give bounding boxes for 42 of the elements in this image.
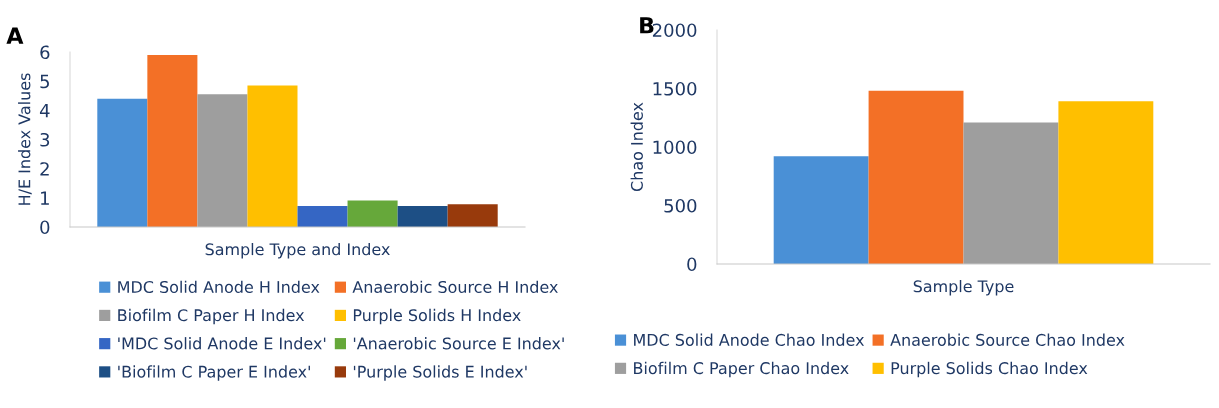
- bar: [197, 94, 248, 227]
- y-tick-label: 0: [40, 220, 50, 235]
- legend-label: Anaerobic Source Chao Index: [890, 333, 1125, 346]
- chart-title: A: [6, 27, 24, 44]
- y-tick-label: 3: [40, 132, 50, 147]
- bar: [868, 90, 964, 264]
- y-tick-label: 1500: [653, 81, 697, 96]
- y-tick-label: 4: [39, 104, 50, 118]
- legend-label: MDC Solid Anode Chao Index: [634, 333, 865, 346]
- x-axis-title: Sample Type and Index: [205, 242, 390, 259]
- y-axis-title: H/E Index Values: [18, 73, 32, 205]
- legend-label: 'Biofilm C Paper E Index': [118, 365, 310, 381]
- legend-label: 'Anaerobic Source E Index': [353, 337, 564, 350]
- bar: [347, 200, 398, 227]
- legend-label: MDC Solid Anode H Index: [118, 280, 320, 293]
- bar: [397, 206, 448, 227]
- chart-title: B: [640, 17, 654, 34]
- bar: [963, 122, 1059, 264]
- y-tick-label: 2000: [652, 23, 697, 38]
- y-tick-label: 500: [664, 198, 697, 213]
- x-axis-title: Sample Type: [913, 279, 1014, 296]
- bar: [97, 98, 148, 227]
- legend-label: Biofilm C Paper Chao Index: [634, 361, 849, 378]
- bar: [247, 85, 298, 227]
- y-tick-label: 5: [40, 74, 49, 89]
- legend-label: Purple Solids Chao Index: [891, 361, 1088, 378]
- legend-label: Purple Solids H Index: [353, 308, 521, 325]
- legend-label: 'Purple Solids E Index': [353, 365, 527, 381]
- legend-label: Anaerobic Source H Index: [352, 280, 558, 293]
- bar: [147, 54, 198, 227]
- y-axis-title: Chao Index: [630, 102, 643, 192]
- bar: [773, 156, 869, 264]
- y-tick-label: 6: [40, 45, 50, 60]
- bar: [297, 206, 348, 227]
- bar: [447, 204, 498, 227]
- legend-label: 'MDC Solid Anode E Index': [118, 337, 326, 350]
- y-tick-label: 1000: [653, 140, 697, 155]
- legend-label: Biofilm C Paper H Index: [118, 308, 305, 325]
- y-tick-label: 2: [40, 162, 49, 176]
- y-tick-label: 1: [41, 191, 49, 205]
- y-tick-label: 0: [687, 257, 697, 272]
- bar: [1058, 101, 1154, 264]
